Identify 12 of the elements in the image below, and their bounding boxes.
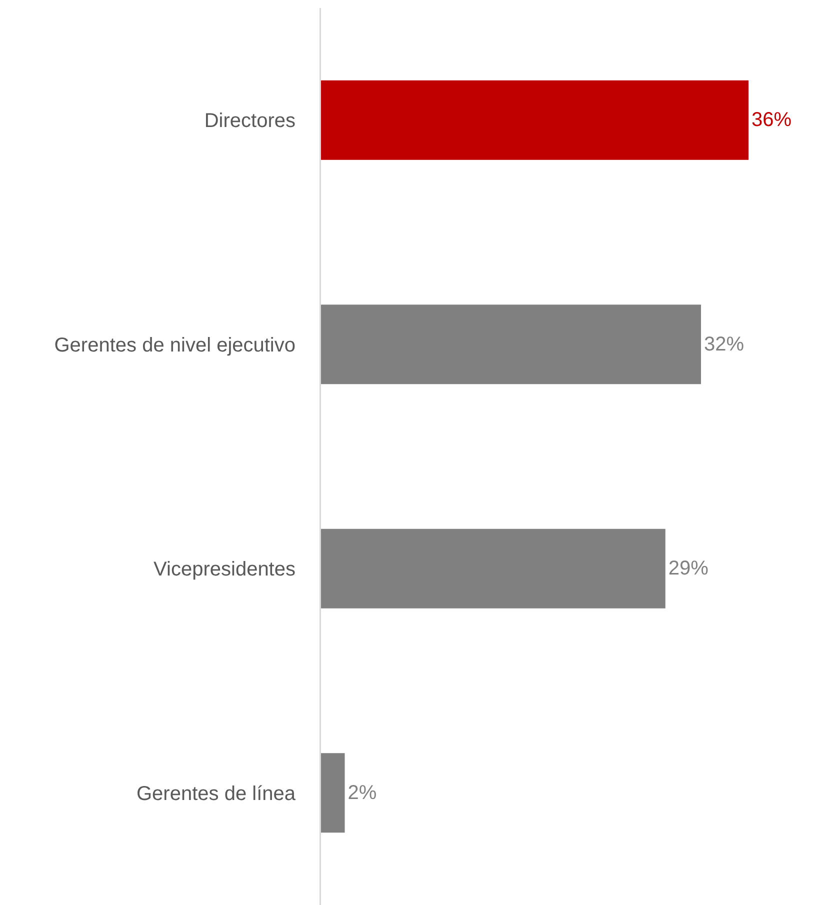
y-tick-label: Directores bbox=[204, 110, 296, 132]
data-label: 29% bbox=[668, 558, 709, 580]
data-label: 36% bbox=[752, 109, 792, 132]
bar bbox=[321, 753, 345, 833]
y-tick-label: Vicepresidentes bbox=[154, 558, 296, 581]
y-tick-label: Gerentes de línea bbox=[136, 782, 296, 805]
bar bbox=[321, 528, 666, 608]
y-tick-label: Gerentes de nivel ejecutivo bbox=[54, 334, 296, 356]
bar bbox=[321, 80, 748, 160]
data-label: 32% bbox=[704, 333, 744, 356]
bar bbox=[321, 304, 701, 384]
data-label: 2% bbox=[348, 782, 377, 804]
